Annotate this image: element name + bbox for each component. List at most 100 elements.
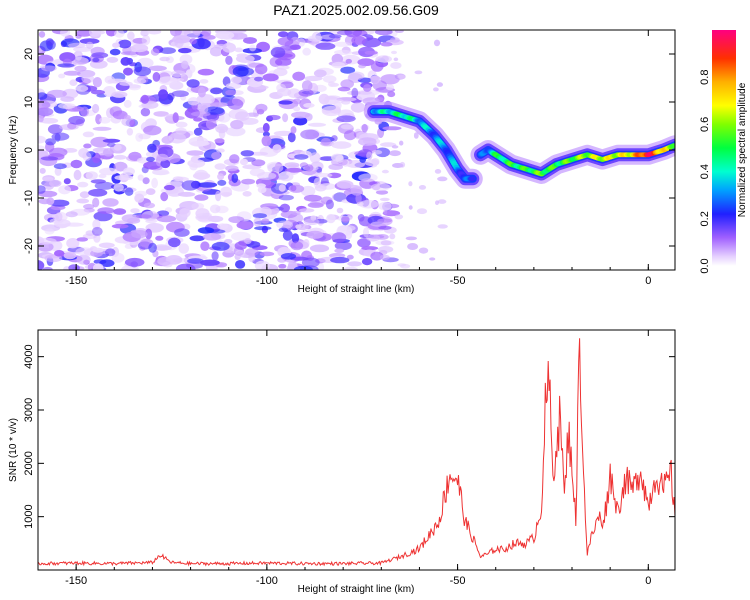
noise-blob — [44, 228, 55, 235]
noise-blob — [79, 191, 90, 199]
noise-blob — [79, 38, 100, 45]
noise-blob — [399, 161, 406, 168]
noise-blob — [156, 215, 177, 223]
noise-blob — [156, 210, 170, 217]
noise-blob — [179, 208, 191, 218]
noise-blob — [156, 153, 169, 162]
noise-blob — [170, 30, 182, 37]
noise-blob — [91, 226, 103, 236]
noise-blob — [106, 56, 119, 63]
noise-blob — [336, 180, 354, 189]
noise-blob — [346, 254, 354, 260]
noise-blob — [160, 159, 171, 169]
top-chart-title: PAZ1.2025.002.09.56.G09 — [273, 2, 439, 18]
noise-blob — [291, 111, 311, 119]
noise-blob — [200, 259, 220, 266]
noise-blob — [225, 55, 233, 65]
noise-blob — [47, 124, 63, 135]
noise-blob — [291, 210, 301, 216]
noise-blob — [124, 257, 145, 267]
noise-blob — [254, 226, 272, 231]
noise-blob — [42, 266, 53, 270]
noise-blob — [340, 124, 354, 130]
noise-blob — [38, 237, 57, 245]
noise-blob — [334, 248, 345, 253]
noise-blob — [68, 42, 86, 49]
y-tick-label: 20 — [23, 48, 35, 60]
noise-blob — [216, 148, 225, 153]
noise-blob — [225, 89, 237, 96]
noise-blob — [408, 205, 413, 210]
top-x-ticks: -150 -100 -50 0 — [37, 30, 651, 287]
noise-blob — [364, 159, 380, 167]
x-tick-label: 0 — [645, 275, 651, 287]
noise-blob — [358, 173, 378, 182]
noise-blob — [69, 79, 78, 86]
noise-blob — [239, 117, 259, 125]
noise-blob — [298, 208, 315, 213]
noise-blob — [145, 151, 160, 158]
noise-blob — [94, 181, 115, 190]
noise-blob — [375, 147, 391, 158]
noise-blob — [123, 167, 135, 176]
noise-blob — [172, 112, 179, 123]
noise-blob — [364, 50, 378, 55]
noise-blob — [59, 124, 79, 131]
noise-blob — [345, 58, 352, 64]
noise-blob — [92, 197, 100, 208]
noise-blob — [187, 258, 204, 264]
noise-blob — [188, 136, 209, 147]
noise-blob — [68, 264, 80, 270]
bottom-y-ticks: 1000 2000 3000 4000 — [23, 344, 675, 529]
noise-blob — [230, 119, 244, 130]
noise-blob — [336, 207, 344, 214]
noise-blob — [236, 221, 254, 230]
noise-blob — [277, 31, 289, 38]
noise-blob — [82, 131, 95, 138]
noise-blob — [290, 126, 297, 134]
noise-blob — [102, 138, 121, 143]
noise-blob — [301, 257, 320, 268]
noise-blob — [350, 102, 366, 113]
noise-blob — [306, 230, 324, 239]
noise-blob — [192, 172, 211, 180]
noise-blob — [351, 87, 359, 98]
noise-blob — [92, 77, 102, 88]
noise-blob — [341, 216, 350, 223]
y-tick-label: 3000 — [23, 398, 35, 422]
noise-blob — [111, 252, 125, 263]
noise-blob — [189, 235, 205, 242]
noise-blob — [381, 169, 389, 174]
ridge-core — [670, 143, 675, 149]
noise-blob — [331, 135, 338, 142]
noise-blob — [199, 79, 209, 84]
noise-blob — [254, 76, 264, 82]
noise-blob — [278, 227, 288, 232]
noise-blob — [197, 227, 215, 234]
snr-series — [37, 338, 676, 567]
noise-blob — [325, 199, 334, 210]
noise-blob — [197, 68, 215, 76]
noise-blob — [290, 36, 301, 47]
noise-blob — [183, 30, 201, 39]
noise-blob — [378, 201, 392, 211]
noise-blob — [320, 137, 331, 146]
noise-blob — [370, 75, 380, 85]
noise-blob — [395, 30, 404, 33]
noise-blob — [380, 142, 397, 147]
noise-blob — [303, 194, 322, 202]
noise-blob — [256, 183, 267, 188]
noise-blob — [109, 48, 121, 56]
noise-blob — [63, 70, 81, 76]
noise-blob — [168, 132, 186, 144]
noise-blob — [145, 228, 153, 240]
noise-blob — [38, 198, 51, 205]
noise-blob — [215, 31, 235, 40]
noise-blob — [97, 207, 115, 215]
noise-blob — [350, 186, 363, 196]
noise-blob — [38, 92, 48, 100]
noise-blob — [340, 66, 356, 74]
noise-blob — [343, 266, 359, 270]
noise-blob — [307, 122, 327, 127]
noise-blob — [307, 202, 324, 208]
